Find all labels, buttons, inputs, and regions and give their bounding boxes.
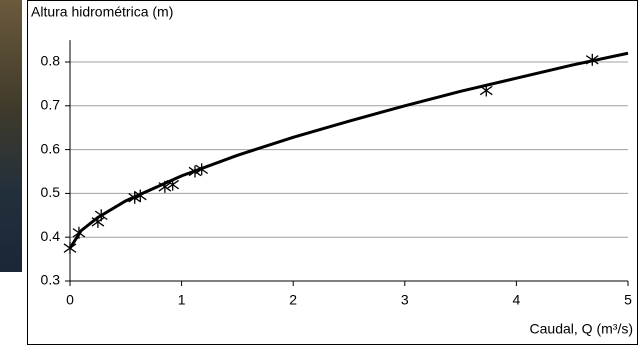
photo-strip — [0, 0, 22, 272]
x-tick-label: 3 — [401, 292, 409, 308]
y-tick-label: 0.3 — [41, 272, 61, 288]
chart: Altura hidrométrica (m) Caudal, Q (m³/s)… — [0, 0, 639, 345]
y-tick-label: 0.6 — [41, 140, 61, 156]
x-tick-label: 0 — [66, 292, 74, 308]
y-axis-title: Altura hidrométrica (m) — [31, 4, 173, 20]
x-axis-title: Caudal, Q (m³/s) — [530, 321, 633, 337]
x-tick-label: 2 — [289, 292, 297, 308]
page: Altura hidrométrica (m) Caudal, Q (m³/s)… — [0, 0, 639, 345]
y-tick-label: 0.7 — [41, 97, 61, 113]
x-tick-label: 5 — [624, 292, 632, 308]
x-tick-label: 4 — [513, 292, 521, 308]
chart-frame — [28, 1, 638, 345]
y-tick-label: 0.4 — [41, 228, 61, 244]
y-tick-label: 0.5 — [41, 184, 61, 200]
y-tick-label: 0.8 — [41, 53, 61, 69]
x-tick-label: 1 — [178, 292, 186, 308]
